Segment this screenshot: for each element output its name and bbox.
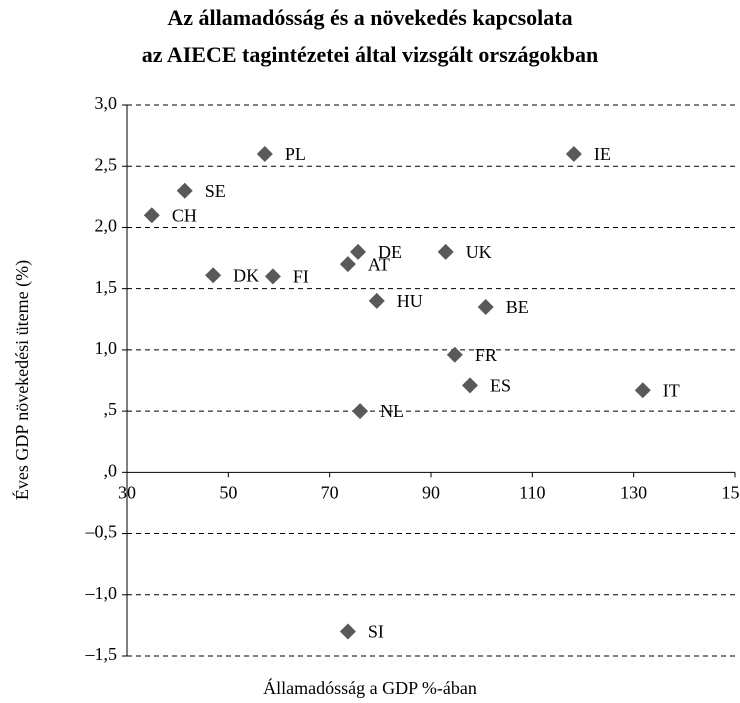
point-label: ES <box>490 376 511 396</box>
point-label: UK <box>466 242 492 262</box>
point <box>446 346 463 363</box>
x-tick-label: 130 <box>620 482 647 502</box>
point <box>437 243 454 260</box>
point <box>256 145 273 162</box>
x-tick-label: 30 <box>118 482 136 502</box>
y-tick-label: –1,5 <box>85 644 118 664</box>
y-tick-label: –1,0 <box>85 583 118 603</box>
point-label: SI <box>368 622 384 642</box>
x-tick-label: 110 <box>519 482 545 502</box>
x-tick-label: 150 <box>722 482 740 502</box>
y-axis-label: Éves GDP növekedési üteme (%) <box>11 260 33 500</box>
point-label: DK <box>233 265 259 285</box>
point <box>477 299 494 316</box>
y-tick-label: 3,0 <box>95 93 118 113</box>
x-tick-label: 70 <box>321 482 339 502</box>
point-label: AT <box>368 254 390 274</box>
chart-title: az AIECE tagintézetei által vizsgált ors… <box>142 42 598 67</box>
point-label: PL <box>285 144 306 164</box>
point-label: CH <box>172 205 197 225</box>
point <box>205 267 222 284</box>
y-tick-label: 1,5 <box>95 277 118 297</box>
point-label: DE <box>378 242 402 262</box>
point-label: NL <box>380 401 404 421</box>
point-label: FR <box>475 345 497 365</box>
point-label: IE <box>594 144 611 164</box>
y-tick-label: 2,0 <box>95 216 118 236</box>
point <box>350 243 367 260</box>
y-tick-label: ,0 <box>104 460 118 480</box>
x-axis-label: Államadósság a GDP %-ában <box>263 677 477 698</box>
y-tick-label: ,5 <box>104 399 118 419</box>
point-label: FI <box>293 267 309 287</box>
chart-title: Az államadósság és a növekedés kapcsolat… <box>167 5 572 30</box>
point <box>339 623 356 640</box>
point <box>462 377 479 394</box>
point <box>565 145 582 162</box>
point <box>352 403 369 420</box>
x-tick-label: 90 <box>422 482 440 502</box>
y-tick-label: 2,5 <box>95 154 118 174</box>
point <box>634 382 651 399</box>
point <box>143 207 160 224</box>
point-label: HU <box>397 291 423 311</box>
x-tick-label: 50 <box>219 482 237 502</box>
point <box>264 268 281 285</box>
y-tick-label: –0,5 <box>85 522 118 542</box>
point-label: BE <box>506 297 529 317</box>
point <box>368 292 385 309</box>
point <box>339 256 356 273</box>
point-label: IT <box>663 380 680 400</box>
point <box>176 182 193 199</box>
y-tick-label: 1,0 <box>95 338 118 358</box>
point-label: SE <box>205 181 226 201</box>
